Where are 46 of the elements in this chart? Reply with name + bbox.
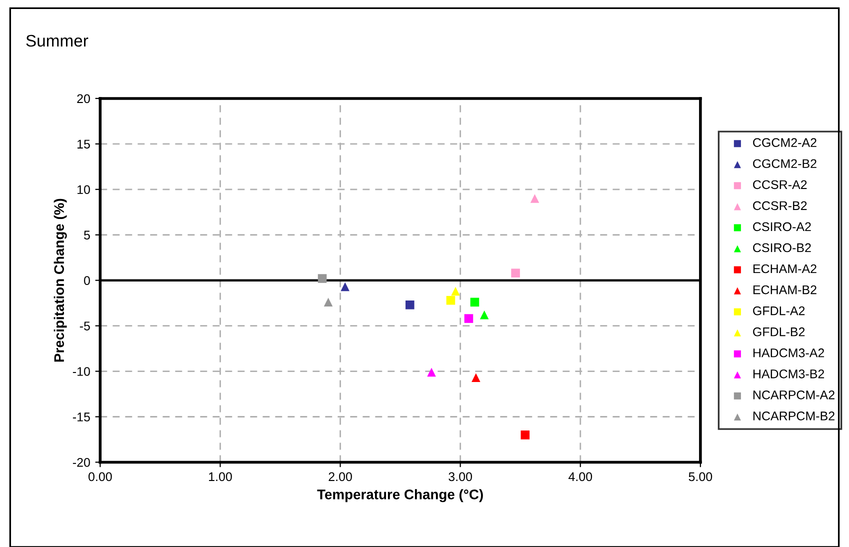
legend-label: NCARPCM-A2: [753, 390, 834, 400]
point: [480, 310, 489, 320]
point: [318, 274, 327, 283]
x-tick-label: 4.00: [568, 472, 592, 482]
y-tick-label: 5: [84, 230, 90, 240]
y-tick-label: -10: [72, 367, 90, 376]
legend-label: CGCM2-B2: [753, 159, 816, 168]
chart-title: Summer: [26, 34, 88, 47]
x-tick-label: 2.00: [328, 472, 352, 482]
y-tick-label: 15: [78, 140, 90, 149]
y-axis-title: Precipitation Change (%): [54, 198, 67, 362]
point: [406, 300, 414, 310]
point: [340, 282, 350, 292]
x-tick-label: 5.00: [688, 472, 712, 482]
point: [511, 268, 520, 278]
point: [451, 286, 460, 296]
legend-label: NCARPCM-B2: [753, 412, 834, 420]
point: [464, 314, 474, 323]
y-tick-label: 0: [84, 276, 90, 285]
y-tick-label: 10: [78, 185, 90, 194]
y-tick-label: -15: [72, 412, 90, 422]
point: [530, 194, 540, 203]
legend-label: ECHAM-B2: [753, 285, 816, 294]
legend-label: CCSR-B2: [753, 201, 807, 210]
point: [472, 373, 480, 382]
point: [520, 430, 530, 440]
legend-label: HADCM3-A2: [753, 348, 824, 358]
point: [427, 368, 436, 377]
legend-label: CCSR-A2: [753, 180, 807, 190]
y-tick-label: 20: [77, 94, 90, 104]
legend-label: GFDL-A2: [753, 306, 805, 316]
legend-label: ECHAM-A2: [753, 264, 816, 274]
y-tick-label: -20: [72, 458, 90, 467]
x-axis-title: Temperature Change (°C): [317, 489, 483, 502]
legend-label: CSIRO-B2: [753, 243, 811, 252]
legend-label: HADCM3-B2: [753, 369, 824, 378]
point: [446, 296, 456, 305]
x-tick-label: 1.00: [209, 472, 232, 482]
legend-label: GFDL-B2: [753, 327, 805, 336]
x-tick-label: 0.00: [88, 472, 112, 482]
legend-label: CGCM2-A2: [753, 138, 816, 148]
legend-label: CSIRO-A2: [753, 222, 811, 232]
x-tick-label: 3.00: [448, 472, 472, 482]
point: [470, 298, 480, 307]
point: [324, 298, 333, 307]
y-tick-label: -5: [80, 322, 90, 330]
